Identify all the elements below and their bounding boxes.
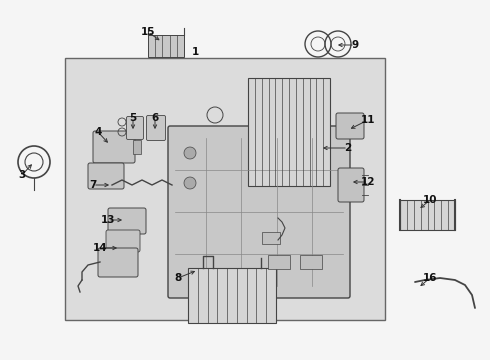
FancyBboxPatch shape bbox=[338, 168, 364, 202]
Circle shape bbox=[184, 177, 196, 189]
FancyBboxPatch shape bbox=[168, 126, 350, 298]
Text: 13: 13 bbox=[101, 215, 115, 225]
Text: 8: 8 bbox=[174, 273, 182, 283]
Bar bbox=[65, 58, 385, 320]
Bar bbox=[188, 268, 276, 323]
Text: 16: 16 bbox=[423, 273, 437, 283]
Text: 11: 11 bbox=[361, 115, 375, 125]
Bar bbox=[133, 140, 141, 154]
FancyBboxPatch shape bbox=[106, 230, 140, 252]
FancyBboxPatch shape bbox=[88, 163, 124, 189]
Bar bbox=[400, 200, 455, 230]
Text: 1: 1 bbox=[192, 47, 198, 57]
Text: 2: 2 bbox=[344, 143, 352, 153]
Text: 7: 7 bbox=[89, 180, 97, 190]
Bar bbox=[300, 255, 322, 269]
Circle shape bbox=[184, 147, 196, 159]
Bar bbox=[262, 232, 280, 244]
FancyBboxPatch shape bbox=[336, 113, 364, 139]
Text: 4: 4 bbox=[94, 127, 102, 137]
FancyBboxPatch shape bbox=[108, 208, 146, 234]
Text: 9: 9 bbox=[351, 40, 359, 50]
Text: 3: 3 bbox=[19, 170, 25, 180]
Text: 6: 6 bbox=[151, 113, 159, 123]
FancyBboxPatch shape bbox=[147, 116, 166, 140]
Text: 15: 15 bbox=[141, 27, 155, 37]
FancyBboxPatch shape bbox=[98, 248, 138, 277]
Text: 10: 10 bbox=[423, 195, 437, 205]
Text: 12: 12 bbox=[361, 177, 375, 187]
FancyBboxPatch shape bbox=[93, 131, 135, 163]
FancyBboxPatch shape bbox=[126, 117, 144, 139]
Text: 5: 5 bbox=[129, 113, 137, 123]
Bar bbox=[148, 35, 184, 57]
Bar bbox=[268, 255, 290, 269]
Text: 14: 14 bbox=[93, 243, 107, 253]
Bar bbox=[248, 78, 330, 186]
